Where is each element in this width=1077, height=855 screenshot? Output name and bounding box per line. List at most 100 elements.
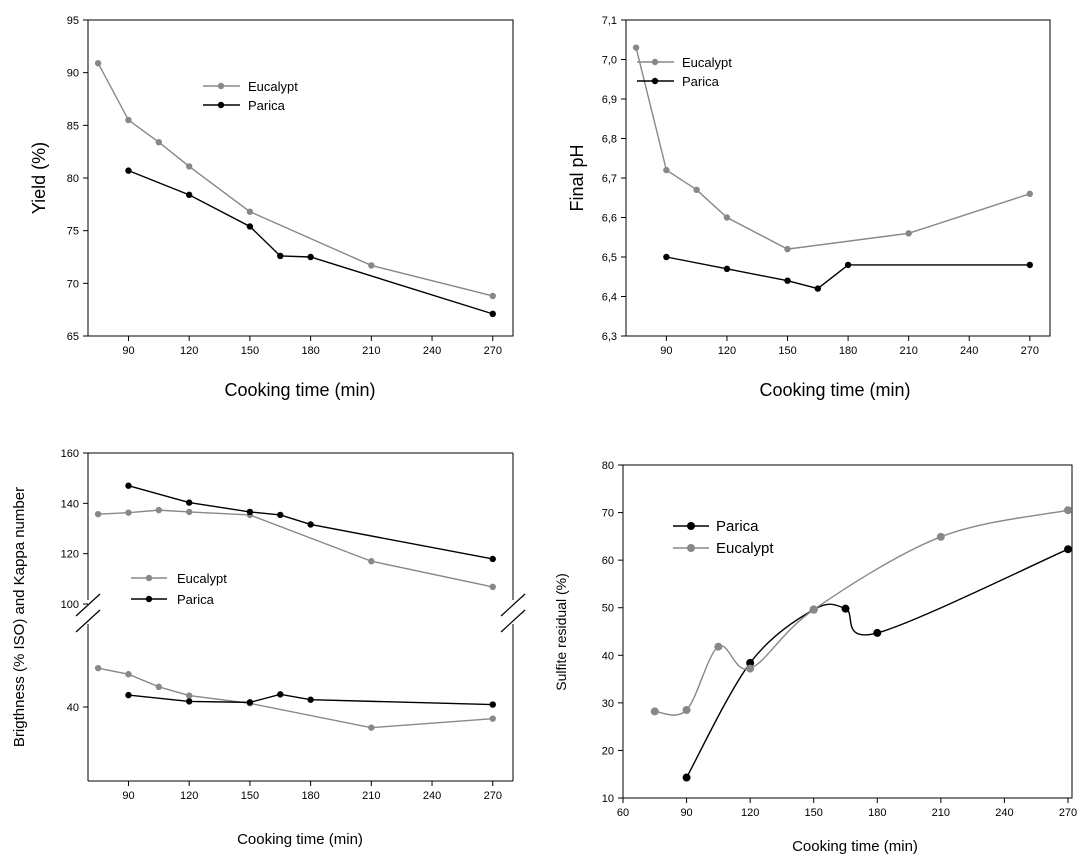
y-tick-label: 80 (602, 460, 614, 472)
legend: Eucalypt Parica (637, 55, 732, 89)
x-tick-label: 150 (778, 345, 796, 357)
data-point (125, 482, 132, 489)
data-point (489, 292, 496, 300)
data-point (277, 691, 284, 698)
x-axis-label: Cooking time (min) (792, 838, 918, 855)
x-tick-label: 90 (680, 807, 692, 819)
x-tick-label: 240 (423, 790, 441, 802)
plot-frame (87, 452, 514, 782)
legend-label: Parica (716, 518, 759, 535)
data-point (277, 511, 284, 519)
y-tick-label: 40 (67, 702, 79, 714)
data-point (307, 253, 314, 261)
data-point (185, 692, 193, 699)
data-point (746, 658, 755, 667)
legend-label: Eucalypt (177, 571, 227, 586)
data-point (489, 310, 496, 318)
data-point (784, 245, 791, 253)
data-point (185, 191, 193, 199)
data-point (784, 277, 791, 284)
data-point (185, 499, 193, 506)
y-tick-label: 10 (602, 793, 614, 805)
y-tick-label: 6,9 (602, 94, 617, 106)
data-marks: 60 90 120 150 180 210 240 270 10 20 30 40 50 60 70 80 (602, 460, 1077, 819)
data-point (246, 508, 254, 516)
y-tick-label: 75 (67, 226, 79, 238)
y-axis-label: Brigthness (% ISO) and Kappa number (11, 487, 28, 747)
data-marks: 90 120 150 180 210 240 270 65 70 75 80 85 90 95 (67, 15, 502, 357)
y-tick-label: 60 (602, 555, 614, 567)
legend-label: Eucalypt (248, 79, 298, 94)
legend-item-eucalypt: Eucalypt (203, 79, 298, 94)
legend-label: Parica (682, 74, 720, 89)
data-point (489, 701, 496, 708)
data-point (632, 44, 640, 51)
data-point (814, 285, 822, 292)
y-tick-label: 70 (67, 278, 79, 290)
y-tick-label: 30 (602, 698, 614, 710)
x-tick-label: 150 (241, 790, 259, 802)
series-line (128, 485, 493, 560)
plot-frame (87, 19, 514, 337)
data-point (905, 230, 912, 237)
x-axis-label: Cooking time (min) (759, 380, 910, 400)
y-tick-label: 20 (602, 745, 614, 757)
y-tick-label: 40 (602, 650, 614, 662)
data-point (936, 532, 945, 541)
x-tick-label: 180 (839, 345, 857, 357)
y-axis-label: Final pH (567, 144, 587, 211)
data-point (841, 604, 850, 613)
chart-yield: 90 120 150 180 210 240 270 65 70 75 80 85 90 95 Cooki… (29, 15, 514, 400)
data-point (873, 628, 882, 637)
y-tick-label: 120 (61, 549, 79, 561)
data-point (489, 555, 496, 563)
y-tick-label: 7,1 (602, 15, 617, 27)
data-point (125, 116, 132, 124)
data-point (185, 698, 193, 705)
data-marks: 90 120 150 180 210 240 270 40 100 120 140 160 (61, 448, 502, 802)
data-point (246, 699, 254, 706)
y-tick-label: 100 (61, 599, 79, 611)
y-tick-label: 6,8 (602, 134, 617, 146)
series-line (666, 256, 1030, 290)
chart-brightness-kappa: 90 120 150 180 210 240 270 40 100 120 140 160 Cooki… (11, 448, 526, 848)
x-tick-label: 240 (960, 345, 978, 357)
data-point (94, 59, 102, 67)
legend: Parica Eucalypt (673, 518, 774, 557)
data-point (723, 265, 731, 273)
y-tick-label: 7,0 (602, 55, 617, 67)
x-tick-label: 90 (122, 790, 134, 802)
data-point (94, 664, 102, 672)
y-tick-label: 65 (67, 331, 79, 343)
data-point (246, 208, 254, 215)
series-line (128, 169, 493, 315)
data-point (650, 707, 659, 716)
x-tick-label: 150 (805, 807, 823, 819)
y-tick-label: 140 (61, 498, 79, 510)
data-point (746, 664, 755, 673)
data-point (125, 167, 132, 174)
data-point (307, 696, 314, 703)
series-line (654, 509, 1069, 716)
data-point (663, 253, 670, 261)
data-point (125, 671, 132, 678)
x-axis-label: Cooking time (min) (224, 380, 375, 400)
data-point (185, 508, 193, 516)
data-point (809, 605, 818, 614)
data-point (94, 510, 102, 518)
x-tick-label: 210 (362, 345, 380, 357)
data-point (714, 642, 723, 651)
data-point (155, 683, 163, 691)
x-tick-label: 270 (1021, 345, 1039, 357)
series-line (98, 509, 493, 588)
chart-sulfite-residual: 60 90 120 150 180 210 240 270 10 20 30 40 50 60 70 80 C… (553, 460, 1077, 855)
data-marks: 90 120 150 180 210 240 270 6,3 6,4 6,5 6,6 6,7 6,8 6,… (602, 15, 1039, 357)
series-line (128, 693, 493, 706)
x-tick-label: 90 (660, 345, 672, 357)
x-tick-label: 270 (484, 345, 502, 357)
x-tick-label: 210 (362, 790, 380, 802)
plot-frame (622, 464, 1073, 799)
legend-item-eucalypt: Eucalypt (131, 571, 227, 586)
x-tick-label: 120 (180, 345, 198, 357)
x-tick-label: 120 (741, 807, 759, 819)
